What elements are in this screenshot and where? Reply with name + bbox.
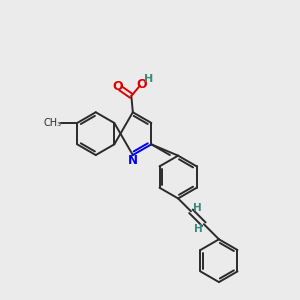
Text: H: H	[144, 74, 153, 84]
Text: H: H	[193, 203, 202, 213]
Text: O: O	[136, 78, 147, 91]
Text: O: O	[112, 80, 123, 93]
Text: N: N	[128, 154, 138, 167]
Text: CH₃: CH₃	[44, 118, 62, 128]
Text: H: H	[194, 224, 202, 234]
